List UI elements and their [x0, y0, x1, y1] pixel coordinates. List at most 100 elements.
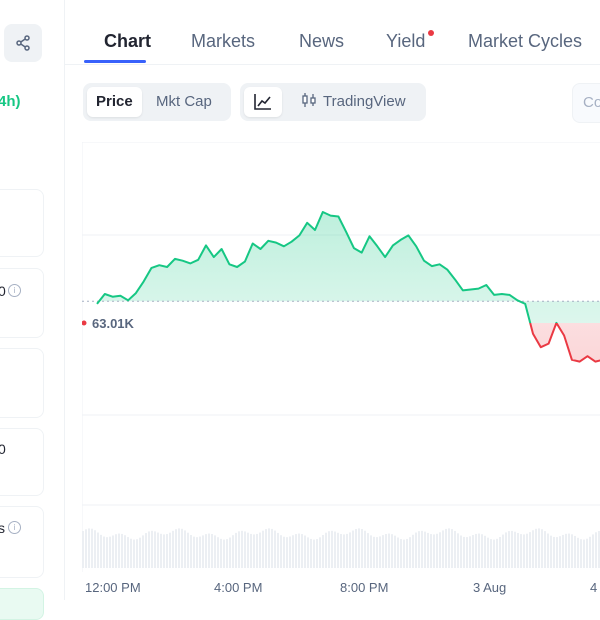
volume-bar [271, 528, 273, 568]
price-change-24h: 4h) [0, 93, 21, 110]
volume-bar [202, 535, 204, 568]
volume-bar [166, 534, 168, 568]
compare-button[interactable]: Co [572, 83, 600, 123]
info-icon[interactable]: i [8, 521, 21, 534]
volume-bar [544, 531, 546, 568]
volume-bar [226, 539, 228, 568]
price-toggle-button[interactable]: Price [87, 87, 142, 117]
volume-bar [187, 532, 189, 568]
price-chart[interactable] [82, 142, 600, 572]
tab-market-cycles[interactable]: Market Cycles [468, 31, 583, 51]
volume-bar [286, 537, 288, 568]
volume-bar [562, 534, 564, 568]
mktcap-toggle-button[interactable]: Mkt Cap [156, 93, 212, 110]
volume-bar [85, 529, 87, 568]
reference-marker [82, 320, 87, 326]
volume-bar [139, 537, 141, 568]
stat-card [0, 268, 44, 338]
volume-bar [178, 528, 180, 568]
volume-bar [295, 534, 297, 568]
x-axis-tick-label: 3 Aug [473, 580, 507, 595]
volume-bar [502, 534, 504, 568]
volume-bar [484, 535, 486, 568]
volume-bar [223, 539, 225, 568]
volume-bar [373, 536, 375, 568]
tab-news[interactable]: News [299, 31, 345, 51]
volume-bar [109, 536, 111, 568]
volume-bar [340, 533, 342, 568]
volume-bar [517, 533, 519, 568]
volume-bar [463, 536, 465, 568]
volume-bar [451, 529, 453, 568]
volume-bar [346, 533, 348, 568]
volume-bar [172, 530, 174, 568]
volume-bar [418, 531, 420, 568]
volume-bar [559, 536, 561, 568]
volume-bar [196, 537, 198, 568]
volume-bar [433, 534, 435, 568]
volume-bar [409, 537, 411, 568]
tradingview-button[interactable]: TradingView [292, 87, 415, 117]
line-chart-icon [254, 94, 271, 110]
volume-bar [157, 532, 159, 568]
volume-bar [214, 535, 216, 568]
volume-bar [154, 531, 156, 568]
x-axis-tick-label: 4:00 PM [214, 580, 263, 595]
volume-bar [379, 536, 381, 568]
volume-bar [568, 533, 570, 568]
volume-bar [331, 530, 333, 568]
volume-bar [430, 534, 432, 568]
line-chart-button[interactable] [244, 87, 282, 117]
volume-bar [571, 534, 573, 568]
volume-bar [412, 534, 414, 568]
volume-bar [307, 537, 309, 568]
volume-bar [211, 533, 213, 568]
volume-bar [508, 531, 510, 568]
volume-bar [148, 531, 150, 568]
volume-bar [349, 532, 351, 568]
stat-card-value-fragment: s [0, 520, 5, 536]
volume-bar [343, 534, 345, 568]
volume-bar [466, 537, 468, 568]
volume-bar [406, 538, 408, 568]
volume-bar [355, 528, 357, 568]
volume-bar [493, 539, 495, 568]
volume-bar [364, 530, 366, 568]
share-button[interactable] [4, 24, 42, 62]
stat-card-value-fragment: 0 [0, 441, 6, 457]
volume-bar [478, 533, 480, 568]
tab-yield[interactable]: Yield [386, 31, 426, 51]
volume-bar [415, 532, 417, 568]
volume-bar [232, 535, 234, 568]
volume-bar [352, 530, 354, 568]
volume-bar [262, 530, 264, 568]
volume-bar [382, 535, 384, 568]
left-sidebar: 4h) 0 i 0 s i [0, 0, 65, 620]
volume-bar [526, 533, 528, 568]
stat-card-value-fragment: 0 [0, 283, 6, 299]
volume-bar [529, 532, 531, 568]
tab-markets[interactable]: Markets [191, 31, 256, 51]
volume-bar [229, 537, 231, 568]
volume-bar [421, 530, 423, 568]
volume-bar [583, 539, 585, 568]
volume-bar [184, 530, 186, 568]
volume-bar [265, 529, 267, 568]
volume-bar [442, 530, 444, 568]
info-icon[interactable]: i [8, 284, 21, 297]
share-icon [16, 35, 30, 51]
volume-bar [370, 535, 372, 568]
volume-bar [505, 532, 507, 568]
volume-bar [190, 535, 192, 568]
volume-bar [292, 535, 294, 568]
volume-bar [445, 528, 447, 568]
volume-bar [250, 533, 252, 568]
volume-bar [388, 533, 390, 568]
volume-bar [460, 535, 462, 568]
volume-bar [106, 537, 108, 568]
volume-bar [598, 531, 600, 568]
tab-chart[interactable]: Chart [104, 31, 152, 51]
volume-bar [475, 533, 477, 568]
volume-bar [247, 532, 249, 568]
volume-bar [115, 534, 117, 568]
